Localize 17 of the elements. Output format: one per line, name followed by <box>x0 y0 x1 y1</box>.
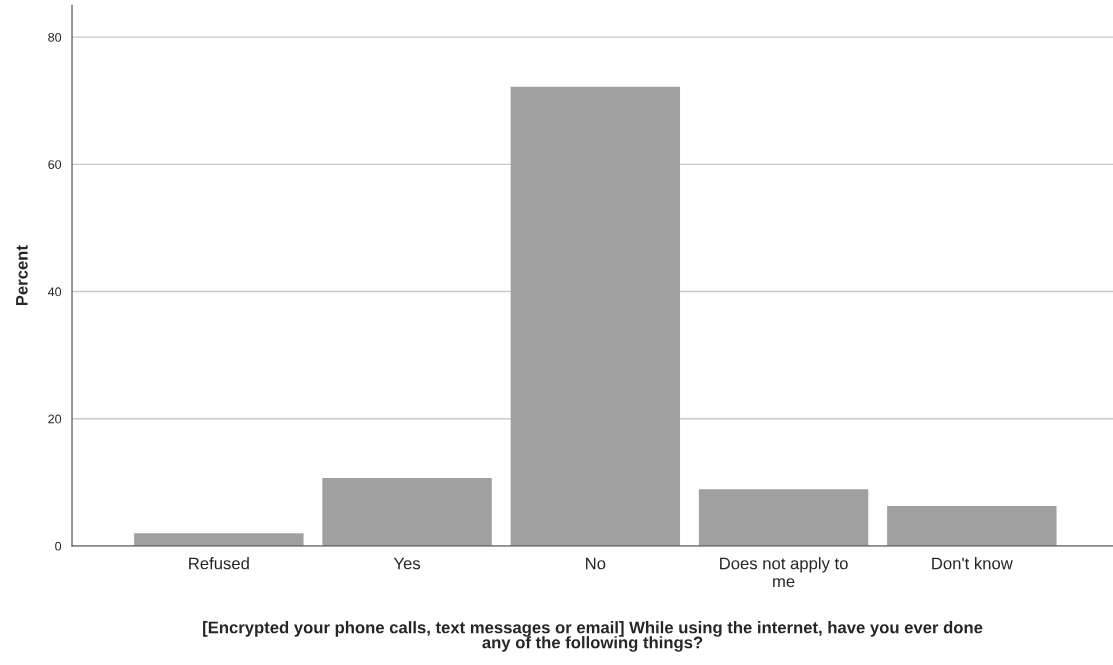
y-tick-label: 40 <box>47 287 62 297</box>
x-tick-label: Refused <box>189 557 249 570</box>
bar <box>510 86 681 546</box>
bar <box>134 533 304 546</box>
bar <box>887 505 1057 546</box>
y-tick-label: 60 <box>48 160 62 169</box>
x-tick-label: No <box>586 557 606 570</box>
x-tick-label: Don't know <box>932 557 1013 570</box>
bar <box>322 477 492 546</box>
y-axis-title: Percent <box>16 245 28 306</box>
y-tick-label: 80 <box>48 32 62 42</box>
y-tick-label: 0 <box>55 541 62 551</box>
x-tick-label: Does not apply to me <box>720 557 848 588</box>
y-tick-label: 20 <box>48 414 62 424</box>
x-axis-title: [Encrypted your phone calls, text messages or email] While using the internet, have you ever done any of the following things? <box>203 621 983 652</box>
bar <box>698 489 869 546</box>
x-tick-label: Yes <box>393 557 421 570</box>
